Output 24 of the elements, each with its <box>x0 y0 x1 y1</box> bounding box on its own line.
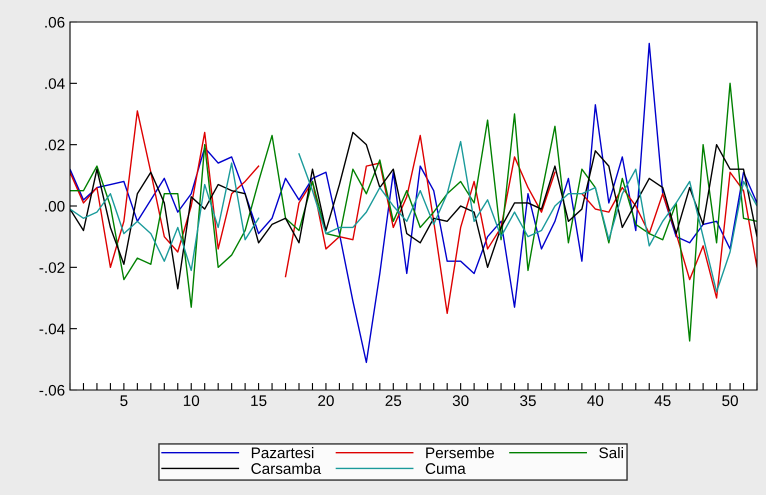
y-tick-label: .00 <box>45 200 65 212</box>
y-tick-label: .06 <box>45 16 64 28</box>
x-tick-label: 20 <box>318 395 334 406</box>
x-tick-label: 40 <box>587 395 604 406</box>
x-tick-label: 25 <box>386 395 402 406</box>
legend-label: Persembe <box>426 446 494 458</box>
y-tick-label: -.04 <box>39 324 65 334</box>
y-tick-label: -.06 <box>39 384 64 396</box>
line-series <box>70 42 757 364</box>
x-tick-label: 45 <box>654 395 671 406</box>
y-tick-label: -.02 <box>39 262 64 274</box>
x-tick-label: 5 <box>120 395 128 406</box>
x-tick-label: 30 <box>452 395 469 406</box>
legend-label: Sali <box>599 446 623 458</box>
legend-label: Carsamba <box>251 462 322 474</box>
legend-label: Pazartesi <box>252 446 314 458</box>
line-series <box>70 82 757 342</box>
legend-label: Cuma <box>426 463 466 474</box>
x-tick-label: 10 <box>184 395 200 406</box>
y-tick-label: .02 <box>45 140 64 150</box>
x-tick-label: 50 <box>722 395 738 406</box>
x-tick-label: 35 <box>520 395 536 406</box>
y-tick-label: .04 <box>45 78 65 90</box>
x-tick-label: 15 <box>251 395 266 406</box>
